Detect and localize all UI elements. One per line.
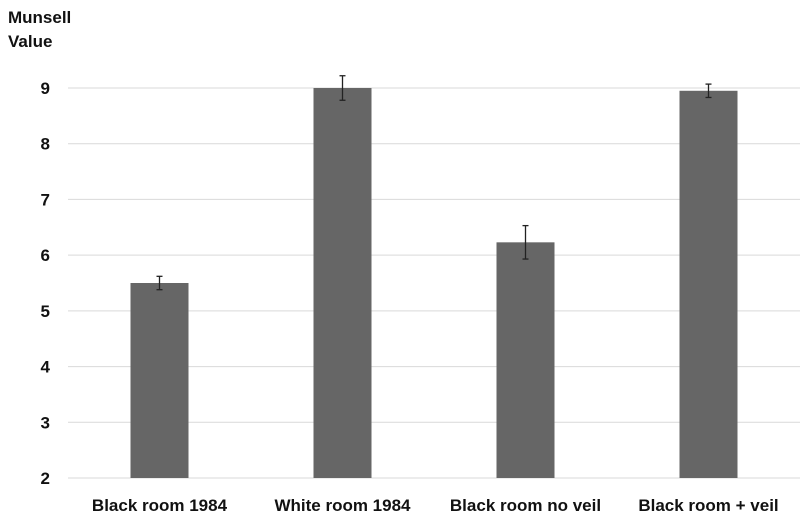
bars [130,88,738,479]
gridlines [68,87,800,479]
x-category-0: Black room 1984 [92,496,228,515]
y-tick-5: 5 [41,302,50,321]
x-category-1: White room 1984 [274,496,411,515]
error-bar-3 [705,83,712,99]
y-tick-8: 8 [41,135,50,154]
y-tick-9: 9 [41,79,50,98]
x-category-labels: Black room 1984 White room 1984 Black room… [92,496,779,515]
y-tick-6: 6 [41,246,50,265]
y-tick-7: 7 [41,190,50,209]
bar-2 [496,242,555,478]
y-tick-labels: 2 3 4 5 6 7 8 9 [41,79,51,488]
bar-1 [313,88,372,478]
x-category-2: Black room no veil [450,496,601,515]
error-bar-1 [339,75,346,101]
y-tick-3: 3 [41,413,50,432]
y-tick-4: 4 [41,358,51,377]
error-bars [156,75,712,291]
error-bar-0 [156,275,163,291]
x-category-3: Black room + veil [638,496,778,515]
y-axis-title: Munsell Value [8,8,72,51]
bar-0 [130,283,189,478]
bar-3 [679,90,738,479]
error-bar-2 [522,224,529,260]
y-tick-2: 2 [41,469,50,488]
